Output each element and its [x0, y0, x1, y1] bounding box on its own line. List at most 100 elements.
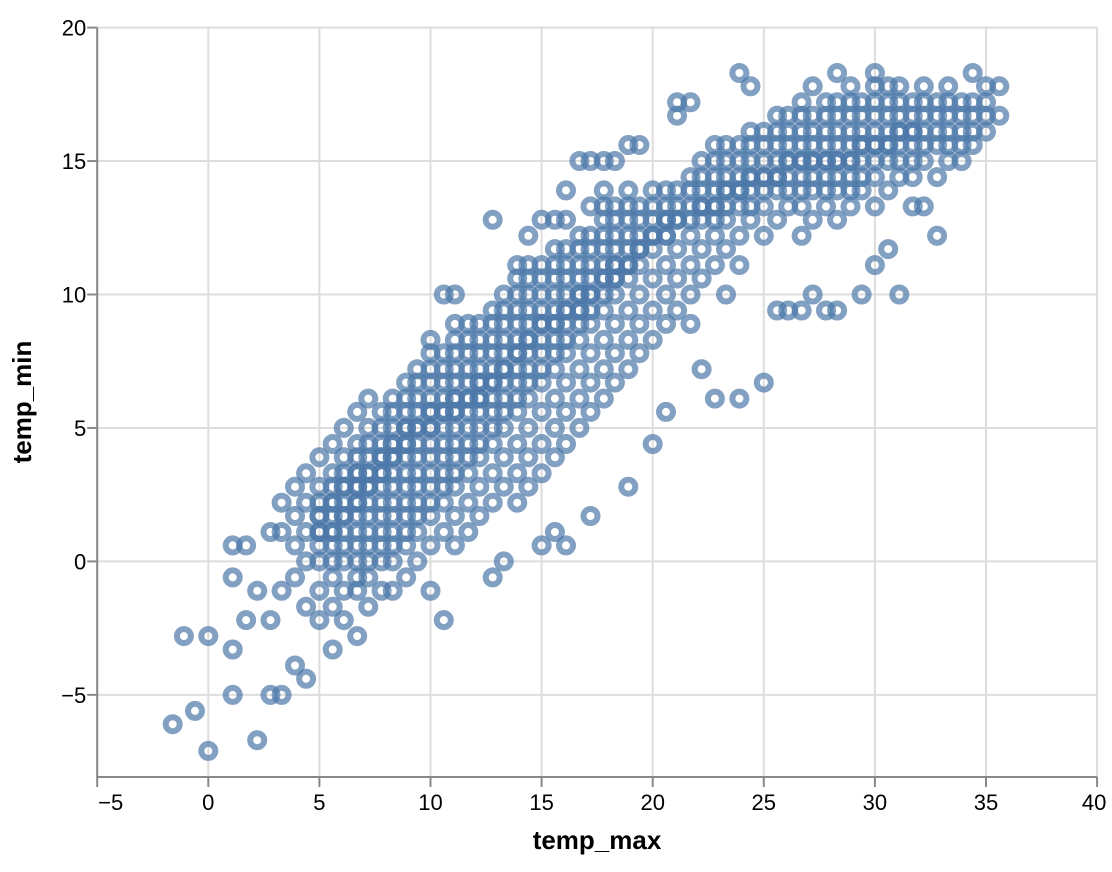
y-axis-title: temp_min [7, 341, 37, 464]
data-point [173, 626, 194, 647]
data-point [802, 76, 823, 97]
data-point [222, 639, 243, 660]
data-point [656, 284, 676, 305]
data-point [222, 567, 243, 588]
data-point [271, 522, 292, 542]
data-point [420, 329, 441, 350]
data-point [507, 492, 528, 513]
data-point [309, 447, 330, 468]
data-point [198, 740, 219, 761]
data-point [407, 522, 428, 542]
x-tick-label: 40 [1082, 790, 1106, 815]
data-point [791, 225, 812, 246]
x-tick-label: 20 [640, 790, 664, 815]
data-point [729, 225, 750, 246]
data-point [556, 209, 576, 230]
data-point [716, 239, 736, 260]
data-point [322, 567, 343, 588]
axes [87, 26, 1099, 787]
data-point [309, 580, 330, 601]
data-point [629, 313, 650, 334]
data-point [604, 151, 625, 171]
data-point [816, 196, 836, 217]
data-point [518, 476, 539, 497]
data-point [729, 63, 750, 83]
data-point [927, 225, 948, 246]
data-point [185, 700, 205, 721]
data-point [260, 610, 281, 631]
data-point [618, 359, 639, 380]
data-point [791, 300, 812, 321]
data-point [580, 372, 601, 393]
data-point [482, 492, 503, 513]
data-point [740, 76, 761, 97]
data-point [358, 567, 379, 588]
data-point [285, 535, 305, 556]
data-point [247, 580, 268, 601]
data-point [864, 63, 885, 83]
data-point [518, 417, 539, 438]
data-point [482, 567, 503, 588]
data-point [296, 668, 317, 689]
data-point [236, 535, 257, 556]
data-point [518, 225, 539, 246]
data-point [656, 313, 676, 334]
data-point [962, 63, 983, 83]
data-point [656, 225, 676, 246]
data-point [629, 284, 650, 305]
data-point [198, 626, 219, 647]
data-point [938, 76, 959, 97]
data-point [667, 300, 688, 321]
data-point [333, 417, 354, 438]
data-point [358, 596, 379, 617]
data-point [531, 463, 552, 484]
data-point [827, 63, 848, 83]
data-point [309, 610, 330, 631]
x-tick-label: 25 [752, 790, 776, 815]
data-point [493, 551, 514, 572]
y-tick-label: 5 [74, 416, 86, 441]
data-point [285, 655, 305, 676]
data-point [531, 434, 552, 454]
data-point [593, 180, 614, 201]
data-point [827, 209, 848, 230]
data-point [544, 359, 565, 380]
data-point [296, 463, 317, 484]
y-tick-label: 0 [74, 549, 86, 574]
data-point [729, 255, 750, 276]
data-point [444, 535, 465, 556]
data-point [618, 300, 639, 321]
data-point [667, 268, 688, 289]
data-point [604, 372, 625, 393]
data-point [556, 434, 576, 454]
data-point [889, 284, 910, 305]
data-point [518, 388, 539, 409]
data-point [680, 92, 701, 113]
data-point [691, 359, 712, 380]
data-point [531, 535, 552, 556]
data-point [767, 209, 788, 230]
data-point [458, 522, 479, 542]
x-tick-label: 35 [974, 790, 998, 815]
data-point [642, 434, 663, 454]
data-point [382, 580, 403, 601]
data-point [902, 167, 923, 188]
y-tick-label: 10 [62, 283, 86, 308]
data-point [433, 522, 454, 542]
data-point [642, 329, 663, 350]
data-point [604, 343, 625, 364]
data-point [878, 239, 899, 260]
data-point [469, 476, 490, 497]
data-point [989, 105, 1010, 126]
data-point [433, 610, 454, 631]
data-point [840, 196, 861, 217]
data-point [222, 684, 243, 705]
x-axis-title: temp_max [533, 825, 662, 855]
data-point [285, 567, 305, 588]
data-point [913, 76, 934, 97]
data-point [827, 300, 848, 321]
data-point [656, 401, 676, 422]
data-point [704, 225, 725, 246]
